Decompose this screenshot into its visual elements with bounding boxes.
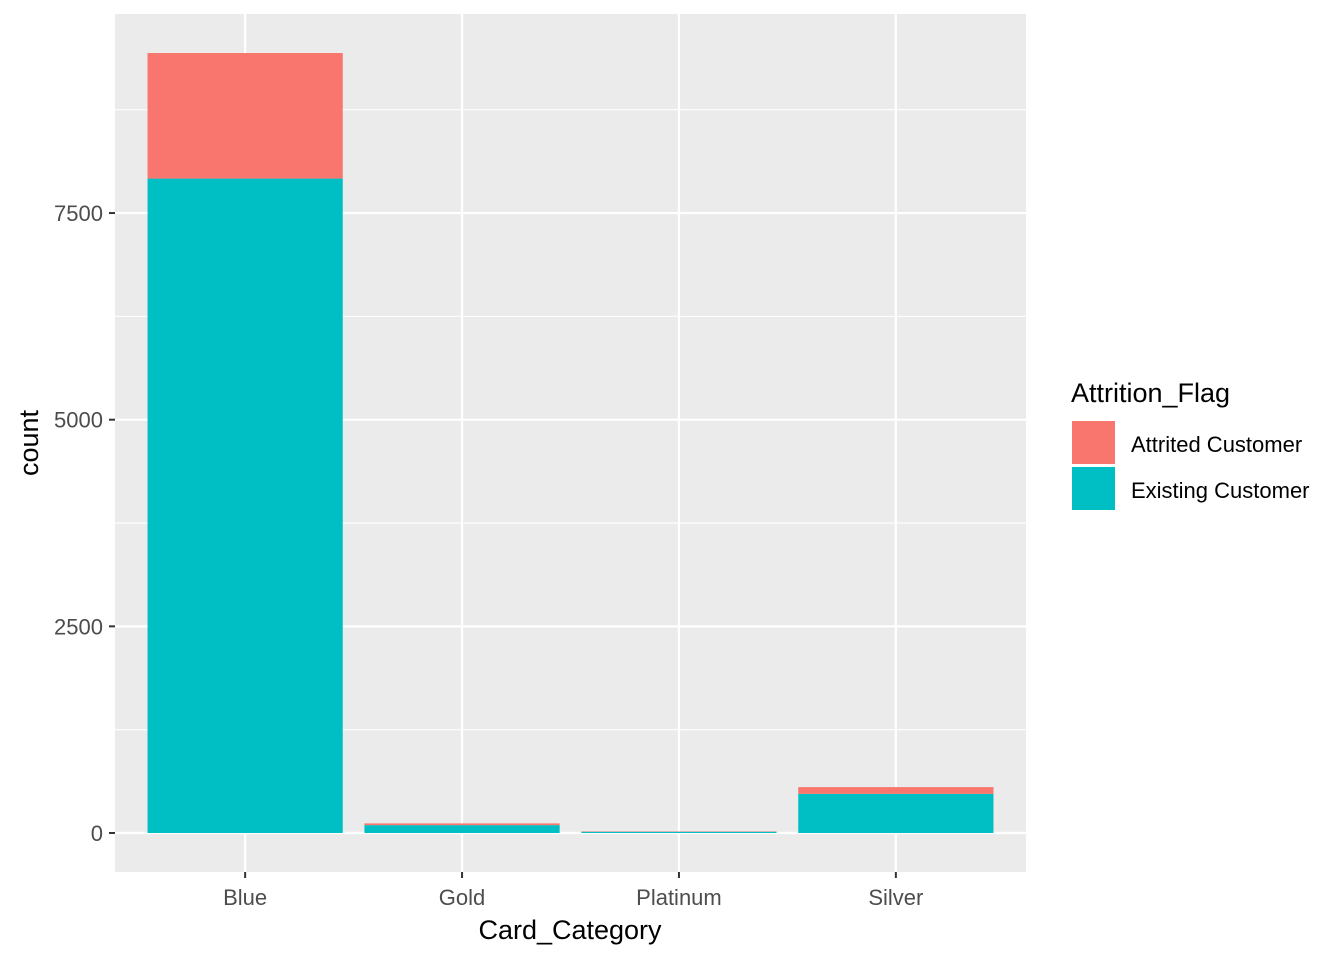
bar-gold-attrited-customer (364, 823, 559, 825)
legend: Attrition_Flag Attrited Customer Existin… (1071, 378, 1310, 510)
x-axis: Blue Gold Platinum Silver (223, 872, 923, 910)
legend-key-existing (1072, 467, 1115, 510)
bar-silver-attrited-customer (798, 787, 993, 794)
y-axis-title: count (14, 409, 44, 476)
y-axis: 0 2500 5000 7500 (54, 201, 115, 846)
bar-silver-existing-customer (798, 794, 993, 833)
legend-label-existing: Existing Customer (1131, 478, 1310, 503)
x-tick-label: Blue (223, 885, 267, 910)
legend-title: Attrition_Flag (1071, 378, 1230, 408)
legend-key-attrited (1072, 421, 1115, 464)
legend-label-attrited: Attrited Customer (1131, 432, 1302, 457)
y-tick-label: 2500 (54, 614, 103, 639)
x-tick-label: Platinum (636, 885, 722, 910)
x-axis-title: Card_Category (478, 915, 662, 945)
y-tick-label: 7500 (54, 201, 103, 226)
x-tick-label: Gold (439, 885, 485, 910)
bar-gold-existing-customer (364, 825, 559, 833)
bar-platinum-existing-customer (581, 832, 776, 833)
x-tick-label: Silver (868, 885, 923, 910)
y-tick-label: 0 (91, 821, 103, 846)
y-tick-label: 5000 (54, 408, 103, 433)
bar-blue-existing-customer (148, 179, 343, 833)
bar-blue-attrited-customer (148, 53, 343, 179)
